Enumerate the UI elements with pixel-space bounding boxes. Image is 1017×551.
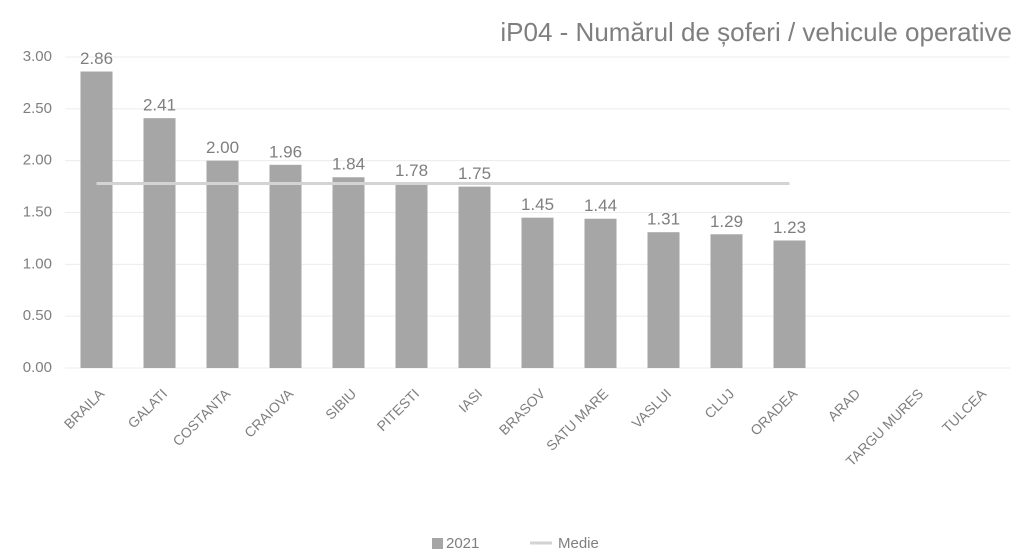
data-label: 1.75 <box>458 164 491 183</box>
x-tick-label: BRASOV <box>496 385 549 438</box>
y-tick-label: 3.00 <box>23 48 52 65</box>
chart-title: iP04 - Numărul de șoferi / vehicule oper… <box>500 17 1012 47</box>
data-label: 1.31 <box>647 210 680 229</box>
bar <box>710 234 743 368</box>
data-label: 1.29 <box>710 212 743 231</box>
data-label: 1.45 <box>521 195 554 214</box>
bar <box>584 218 617 368</box>
legend-label: Medie <box>558 535 599 551</box>
y-tick-label: 0.00 <box>23 359 52 376</box>
bar <box>269 164 302 368</box>
x-tick-label: VASLUI <box>628 385 674 431</box>
x-tick-label: ORADEA <box>747 385 801 439</box>
x-tick-label: BRAILA <box>61 385 108 432</box>
legend-swatch <box>432 538 443 549</box>
bar <box>80 71 113 368</box>
y-tick-label: 0.50 <box>23 307 52 324</box>
bar <box>332 177 365 368</box>
y-tick-label: 2.00 <box>23 152 52 169</box>
bar <box>143 118 176 368</box>
data-label: 1.44 <box>584 196 617 215</box>
bar <box>647 232 680 368</box>
x-tick-label: IASI <box>455 385 485 415</box>
data-label: 1.96 <box>269 142 302 161</box>
data-label: 1.23 <box>773 218 806 237</box>
legend-item: Medie <box>530 535 599 551</box>
data-label: 2.86 <box>80 49 113 68</box>
y-tick-label: 1.50 <box>23 203 52 220</box>
bar <box>395 183 428 368</box>
bar <box>521 217 554 368</box>
bar <box>206 160 239 368</box>
x-tick-label: COSTANTA <box>169 385 233 449</box>
x-tick-label: TULCEA <box>939 385 990 436</box>
x-tick-label: PITESTI <box>374 385 423 434</box>
data-label: 2.41 <box>143 96 176 115</box>
legend-label: 2021 <box>446 535 479 551</box>
x-tick-label: CRAIOVA <box>241 385 297 441</box>
bar <box>773 240 806 368</box>
data-label: 2.00 <box>206 138 239 157</box>
x-tick-label: GALATI <box>124 385 170 431</box>
x-tick-label: SATU MARE <box>543 385 611 453</box>
x-tick-label: ARAD <box>824 385 863 424</box>
y-tick-label: 1.00 <box>23 255 52 272</box>
x-tick-label: CLUJ <box>701 385 737 421</box>
data-label: 1.84 <box>332 155 365 174</box>
legend-item: 2021 <box>432 535 479 551</box>
x-tick-label: SIBIU <box>322 385 359 422</box>
data-label: 1.78 <box>395 161 428 180</box>
bar <box>458 186 491 368</box>
y-tick-label: 2.50 <box>23 100 52 117</box>
